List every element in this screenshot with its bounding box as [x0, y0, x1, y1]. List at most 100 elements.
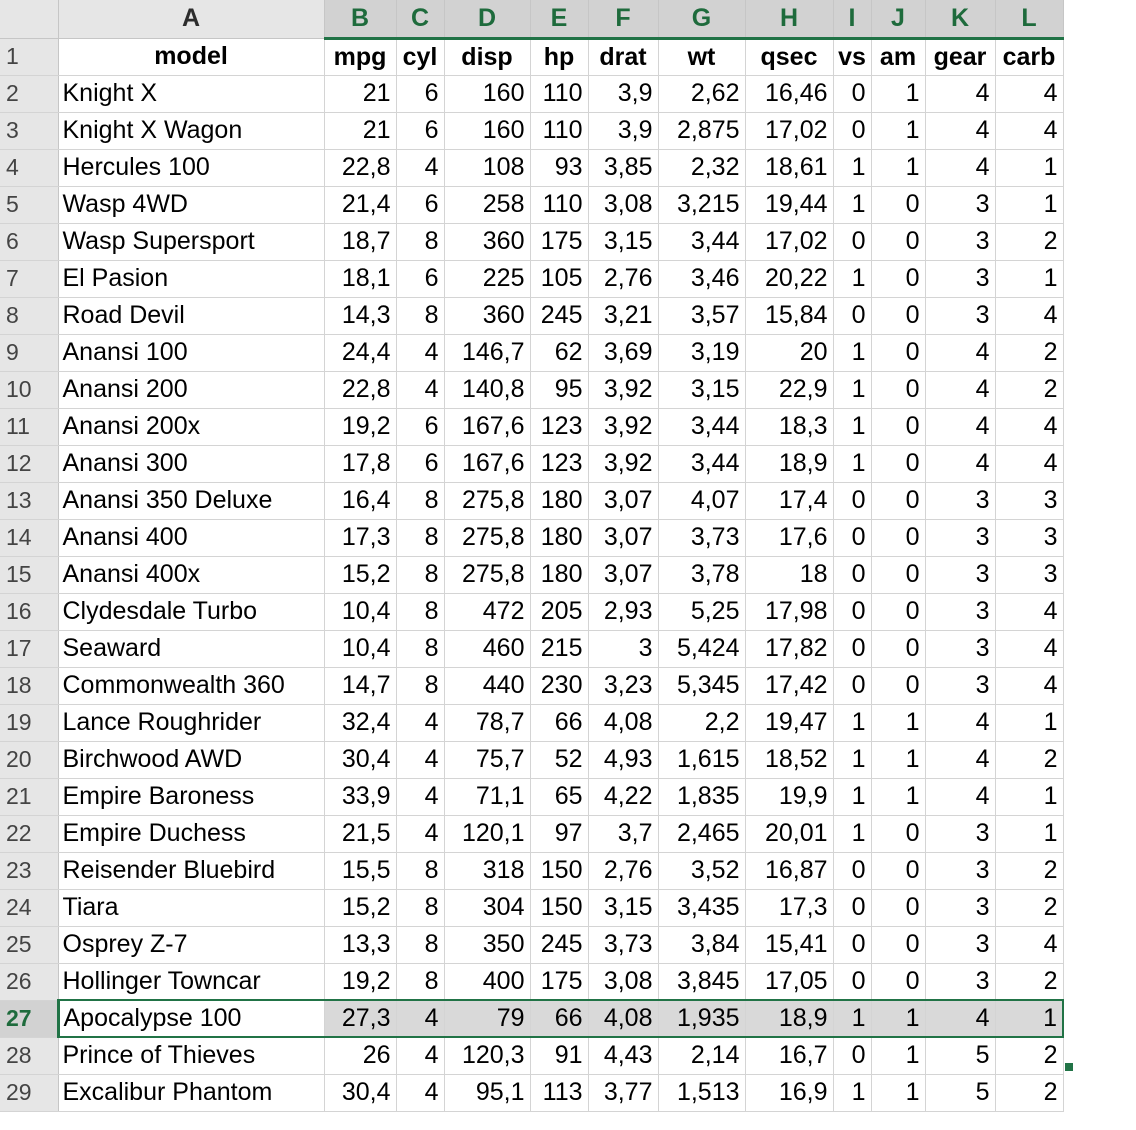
value-cell-hp[interactable]: 175	[530, 223, 589, 261]
value-cell-hp[interactable]: 93	[530, 149, 589, 187]
value-cell-hp[interactable]: 105	[530, 260, 589, 298]
header-cell-gear[interactable]: gear	[925, 38, 996, 76]
value-cell-hp[interactable]: 230	[530, 667, 589, 705]
value-cell-vs[interactable]: 0	[833, 889, 872, 927]
value-cell-disp[interactable]: 472	[444, 593, 531, 631]
value-cell-cyl[interactable]: 8	[396, 593, 445, 631]
value-cell-cyl[interactable]: 4	[396, 149, 445, 187]
value-cell-hp[interactable]: 180	[530, 556, 589, 594]
model-cell[interactable]: Knight X	[58, 75, 325, 113]
value-cell-cyl[interactable]: 6	[396, 408, 445, 446]
model-cell[interactable]: Empire Duchess	[58, 815, 325, 853]
value-cell-mpg[interactable]: 27,3	[324, 999, 397, 1038]
row-header[interactable]: 12	[0, 445, 59, 483]
value-cell-qsec[interactable]: 20	[745, 334, 834, 372]
row-header[interactable]: 14	[0, 519, 59, 557]
model-cell[interactable]: Osprey Z-7	[58, 926, 325, 964]
value-cell-gear[interactable]: 3	[925, 186, 996, 224]
value-cell-vs[interactable]: 1	[833, 815, 872, 853]
value-cell-drat[interactable]: 3,15	[588, 889, 659, 927]
value-cell-drat[interactable]: 3,7	[588, 815, 659, 853]
value-cell-hp[interactable]: 205	[530, 593, 589, 631]
value-cell-carb[interactable]: 2	[995, 371, 1064, 409]
value-cell-cyl[interactable]: 8	[396, 223, 445, 261]
model-cell[interactable]: Anansi 200x	[58, 408, 325, 446]
value-cell-mpg[interactable]: 21	[324, 75, 397, 113]
value-cell-cyl[interactable]: 4	[396, 371, 445, 409]
value-cell-am[interactable]: 0	[871, 963, 926, 1001]
value-cell-wt[interactable]: 3,845	[658, 963, 746, 1001]
value-cell-qsec[interactable]: 17,02	[745, 223, 834, 261]
value-cell-hp[interactable]: 110	[530, 75, 589, 113]
value-cell-gear[interactable]: 4	[925, 999, 996, 1038]
row-header[interactable]: 23	[0, 852, 59, 890]
value-cell-drat[interactable]: 3,73	[588, 926, 659, 964]
value-cell-disp[interactable]: 75,7	[444, 741, 531, 779]
value-cell-mpg[interactable]: 30,4	[324, 741, 397, 779]
value-cell-cyl[interactable]: 4	[396, 741, 445, 779]
value-cell-cyl[interactable]: 6	[396, 445, 445, 483]
model-cell[interactable]: Birchwood AWD	[58, 741, 325, 779]
value-cell-gear[interactable]: 4	[925, 741, 996, 779]
value-cell-hp[interactable]: 180	[530, 519, 589, 557]
column-header-a[interactable]: A	[58, 0, 325, 39]
value-cell-drat[interactable]: 2,93	[588, 593, 659, 631]
value-cell-am[interactable]: 0	[871, 186, 926, 224]
value-cell-carb[interactable]: 1	[995, 260, 1064, 298]
value-cell-cyl[interactable]: 4	[396, 1074, 445, 1112]
value-cell-qsec[interactable]: 17,05	[745, 963, 834, 1001]
value-cell-qsec[interactable]: 16,46	[745, 75, 834, 113]
value-cell-vs[interactable]: 0	[833, 852, 872, 890]
value-cell-mpg[interactable]: 21	[324, 112, 397, 150]
row-header[interactable]: 16	[0, 593, 59, 631]
value-cell-mpg[interactable]: 21,4	[324, 186, 397, 224]
row-header[interactable]: 8	[0, 297, 59, 335]
column-header-b[interactable]: B	[324, 0, 397, 40]
value-cell-disp[interactable]: 275,8	[444, 482, 531, 520]
value-cell-wt[interactable]: 3,15	[658, 371, 746, 409]
model-cell[interactable]: Anansi 400	[58, 519, 325, 557]
value-cell-hp[interactable]: 62	[530, 334, 589, 372]
value-cell-carb[interactable]: 2	[995, 1074, 1064, 1112]
value-cell-hp[interactable]: 180	[530, 482, 589, 520]
value-cell-vs[interactable]: 1	[833, 999, 872, 1038]
value-cell-am[interactable]: 0	[871, 445, 926, 483]
value-cell-drat[interactable]: 3,92	[588, 371, 659, 409]
value-cell-mpg[interactable]: 14,7	[324, 667, 397, 705]
value-cell-hp[interactable]: 245	[530, 926, 589, 964]
value-cell-am[interactable]: 0	[871, 334, 926, 372]
value-cell-qsec[interactable]: 17,4	[745, 482, 834, 520]
value-cell-mpg[interactable]: 30,4	[324, 1074, 397, 1112]
column-header-k[interactable]: K	[925, 0, 996, 40]
value-cell-hp[interactable]: 113	[530, 1074, 589, 1112]
value-cell-vs[interactable]: 1	[833, 778, 872, 816]
value-cell-mpg[interactable]: 24,4	[324, 334, 397, 372]
row-header[interactable]: 19	[0, 704, 59, 742]
fill-handle[interactable]	[1064, 1062, 1074, 1072]
value-cell-hp[interactable]: 110	[530, 186, 589, 224]
value-cell-vs[interactable]: 1	[833, 334, 872, 372]
value-cell-hp[interactable]: 97	[530, 815, 589, 853]
value-cell-drat[interactable]: 3,77	[588, 1074, 659, 1112]
value-cell-am[interactable]: 1	[871, 778, 926, 816]
value-cell-mpg[interactable]: 18,1	[324, 260, 397, 298]
row-header[interactable]: 6	[0, 223, 59, 261]
value-cell-qsec[interactable]: 15,41	[745, 926, 834, 964]
value-cell-carb[interactable]: 2	[995, 334, 1064, 372]
row-header[interactable]: 11	[0, 408, 59, 446]
value-cell-am[interactable]: 0	[871, 223, 926, 261]
value-cell-disp[interactable]: 350	[444, 926, 531, 964]
value-cell-disp[interactable]: 120,3	[444, 1037, 531, 1075]
value-cell-cyl[interactable]: 8	[396, 519, 445, 557]
column-header-h[interactable]: H	[745, 0, 834, 40]
row-header[interactable]: 2	[0, 75, 59, 113]
value-cell-vs[interactable]: 0	[833, 667, 872, 705]
model-cell[interactable]: Excalibur Phantom	[58, 1074, 325, 1112]
value-cell-wt[interactable]: 5,345	[658, 667, 746, 705]
value-cell-drat[interactable]: 3,21	[588, 297, 659, 335]
row-header[interactable]: 18	[0, 667, 59, 705]
value-cell-gear[interactable]: 4	[925, 112, 996, 150]
value-cell-qsec[interactable]: 19,9	[745, 778, 834, 816]
value-cell-mpg[interactable]: 26	[324, 1037, 397, 1075]
value-cell-am[interactable]: 0	[871, 926, 926, 964]
